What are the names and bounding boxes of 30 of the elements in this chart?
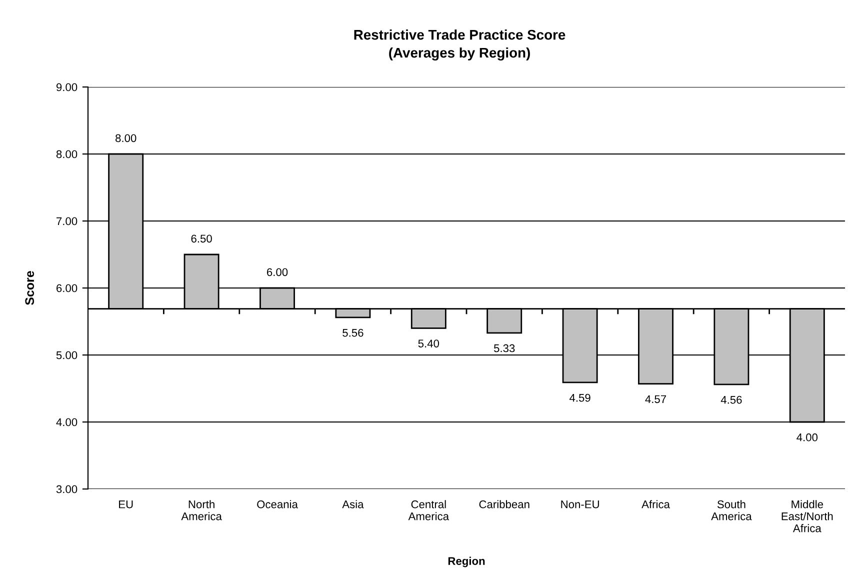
data-label: 4.57 [645, 395, 666, 404]
y-tick-label: 8.00 [56, 150, 78, 158]
x-tick-label: North America [181, 500, 222, 520]
x-tick-label: Caribbean [479, 500, 530, 508]
y-tick-label: 5.00 [56, 351, 78, 360]
y-tick-label: 6.00 [56, 284, 78, 292]
y-tick-label: 3.00 [56, 485, 78, 494]
data-label: 5.33 [494, 344, 515, 352]
x-tick-label: Middle East/North Africa [782, 500, 833, 532]
x-tick-label: Oceania [257, 500, 298, 508]
y-tick-label: 7.00 [56, 217, 78, 226]
x-tick-label: EU [119, 500, 133, 508]
data-label: 8.00 [116, 134, 136, 142]
data-label: 6.00 [267, 268, 288, 276]
x-tick-label: Asia [342, 500, 364, 508]
x-tick-label: Africa [642, 500, 670, 508]
x-tick-label: South America [711, 500, 752, 520]
data-label: 4.56 [720, 396, 742, 404]
data-label: 5.40 [418, 340, 440, 348]
y-tick-label: 9.00 [56, 83, 78, 92]
x-tick-label: Non-EU [561, 500, 599, 508]
chart-title: Restrictive Trade Practice Score (Averages by Region) [354, 30, 566, 60]
y-axis-title: Score [25, 271, 34, 306]
data-label: 4.59 [569, 394, 590, 402]
data-label: 6.50 [191, 234, 212, 243]
y-tick-label: 4.00 [56, 418, 78, 426]
data-label: 5.56 [342, 328, 364, 337]
x-tick-label: Central America [408, 500, 450, 520]
x-axis-title: Region [448, 556, 485, 568]
data-label: 4.00 [796, 433, 818, 442]
